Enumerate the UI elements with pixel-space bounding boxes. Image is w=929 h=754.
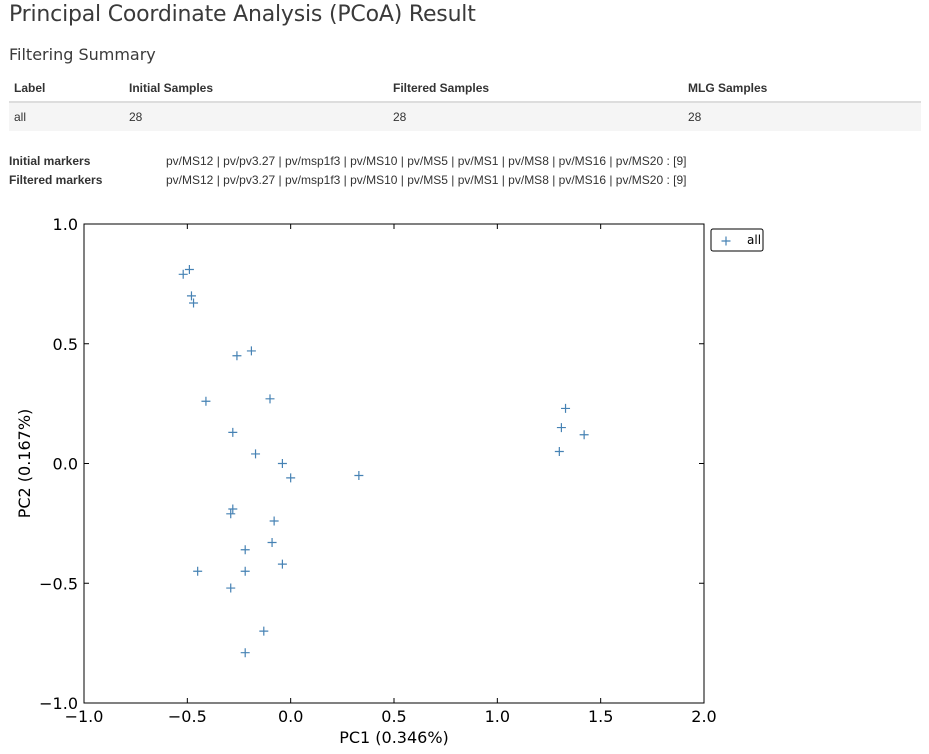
initial-markers-label: Initial markers bbox=[9, 153, 91, 168]
data-point bbox=[226, 583, 236, 593]
data-point bbox=[556, 423, 566, 433]
y-tick-label: 0.0 bbox=[53, 455, 78, 474]
pcoa-scatter-chart: −1.0 −0.5 0.0 0.5 1.0 1.5 2.0 −1.0 −0.5 0.0 0.5 1.0… bbox=[15, 215, 764, 747]
data-point bbox=[232, 351, 242, 361]
initial-markers-row: Initial markers pv/MS12 | pv/pv3.27 | pv… bbox=[9, 151, 687, 170]
data-point bbox=[277, 559, 287, 569]
data-point bbox=[277, 459, 287, 468]
data-point bbox=[228, 427, 238, 437]
initial-markers-value: pv/MS12 | pv/pv3.27 | pv/msp1f3 | pv/MS1… bbox=[166, 153, 687, 168]
filtering-summary-title: Filtering Summary bbox=[9, 45, 156, 64]
x-tick-label: 1.5 bbox=[588, 707, 613, 726]
legend-marker bbox=[721, 236, 731, 246]
data-point bbox=[193, 566, 203, 576]
x-tick-label: −1.0 bbox=[65, 707, 104, 726]
data-point bbox=[240, 545, 250, 555]
markers-list: Initial markers pv/MS12 | pv/pv3.27 | pv… bbox=[9, 151, 687, 189]
cell-mlg-samples: 28 bbox=[683, 102, 921, 131]
y-tick-label: −1.0 bbox=[39, 694, 78, 713]
y-tick-label: 0.5 bbox=[53, 335, 78, 354]
header-filtered-samples: Filtered Samples bbox=[388, 74, 683, 103]
plot-frame bbox=[83, 223, 705, 704]
legend-box bbox=[710, 228, 764, 252]
header-initial-samples: Initial Samples bbox=[124, 74, 388, 103]
filtering-summary-table: Label Initial Samples Filtered Samples M… bbox=[9, 74, 921, 131]
x-tick-label: 1.0 bbox=[485, 707, 510, 726]
y-tick-label: −0.5 bbox=[39, 574, 78, 593]
y-tick-label: 1.0 bbox=[53, 215, 78, 234]
cell-label: all bbox=[9, 102, 124, 131]
table-header-row: Label Initial Samples Filtered Samples M… bbox=[9, 74, 921, 103]
legend-label: all bbox=[747, 233, 761, 247]
data-point bbox=[265, 394, 275, 404]
data-point bbox=[251, 449, 261, 459]
data-point bbox=[259, 626, 269, 636]
data-point bbox=[579, 430, 589, 440]
cell-filtered-samples: 28 bbox=[388, 102, 683, 131]
table-row: all 28 28 28 bbox=[9, 102, 921, 131]
filtered-markers-value: pv/MS12 | pv/pv3.27 | pv/msp1f3 | pv/MS1… bbox=[166, 172, 687, 187]
data-point bbox=[354, 470, 364, 480]
data-point bbox=[554, 447, 564, 457]
x-axis-label: PC1 (0.346%) bbox=[339, 728, 449, 747]
data-point bbox=[246, 346, 256, 356]
data-point bbox=[201, 396, 211, 406]
data-point bbox=[240, 566, 250, 576]
data-point bbox=[189, 298, 199, 308]
filtered-markers-row: Filtered markers pv/MS12 | pv/pv3.27 | p… bbox=[9, 170, 687, 189]
filtered-markers-label: Filtered markers bbox=[9, 172, 103, 187]
y-axis-label: PC2 (0.167%) bbox=[15, 409, 34, 519]
data-point bbox=[178, 269, 188, 279]
data-point bbox=[561, 403, 571, 413]
data-point bbox=[184, 265, 194, 275]
data-point bbox=[267, 538, 277, 548]
data-point bbox=[228, 504, 238, 514]
page-title: Principal Coordinate Analysis (PCoA) Res… bbox=[9, 2, 476, 27]
data-point bbox=[286, 473, 296, 483]
cell-initial-samples: 28 bbox=[124, 102, 388, 131]
data-point bbox=[269, 516, 279, 526]
data-point bbox=[240, 648, 250, 658]
x-tick-label: 0.5 bbox=[381, 707, 406, 726]
x-tick-label: 2.0 bbox=[691, 707, 716, 726]
x-tick-label: −0.5 bbox=[168, 707, 207, 726]
header-label: Label bbox=[9, 74, 124, 103]
header-mlg-samples: MLG Samples bbox=[683, 74, 921, 103]
x-tick-label: 0.0 bbox=[278, 707, 303, 726]
data-point bbox=[226, 509, 236, 519]
data-point bbox=[186, 291, 196, 301]
